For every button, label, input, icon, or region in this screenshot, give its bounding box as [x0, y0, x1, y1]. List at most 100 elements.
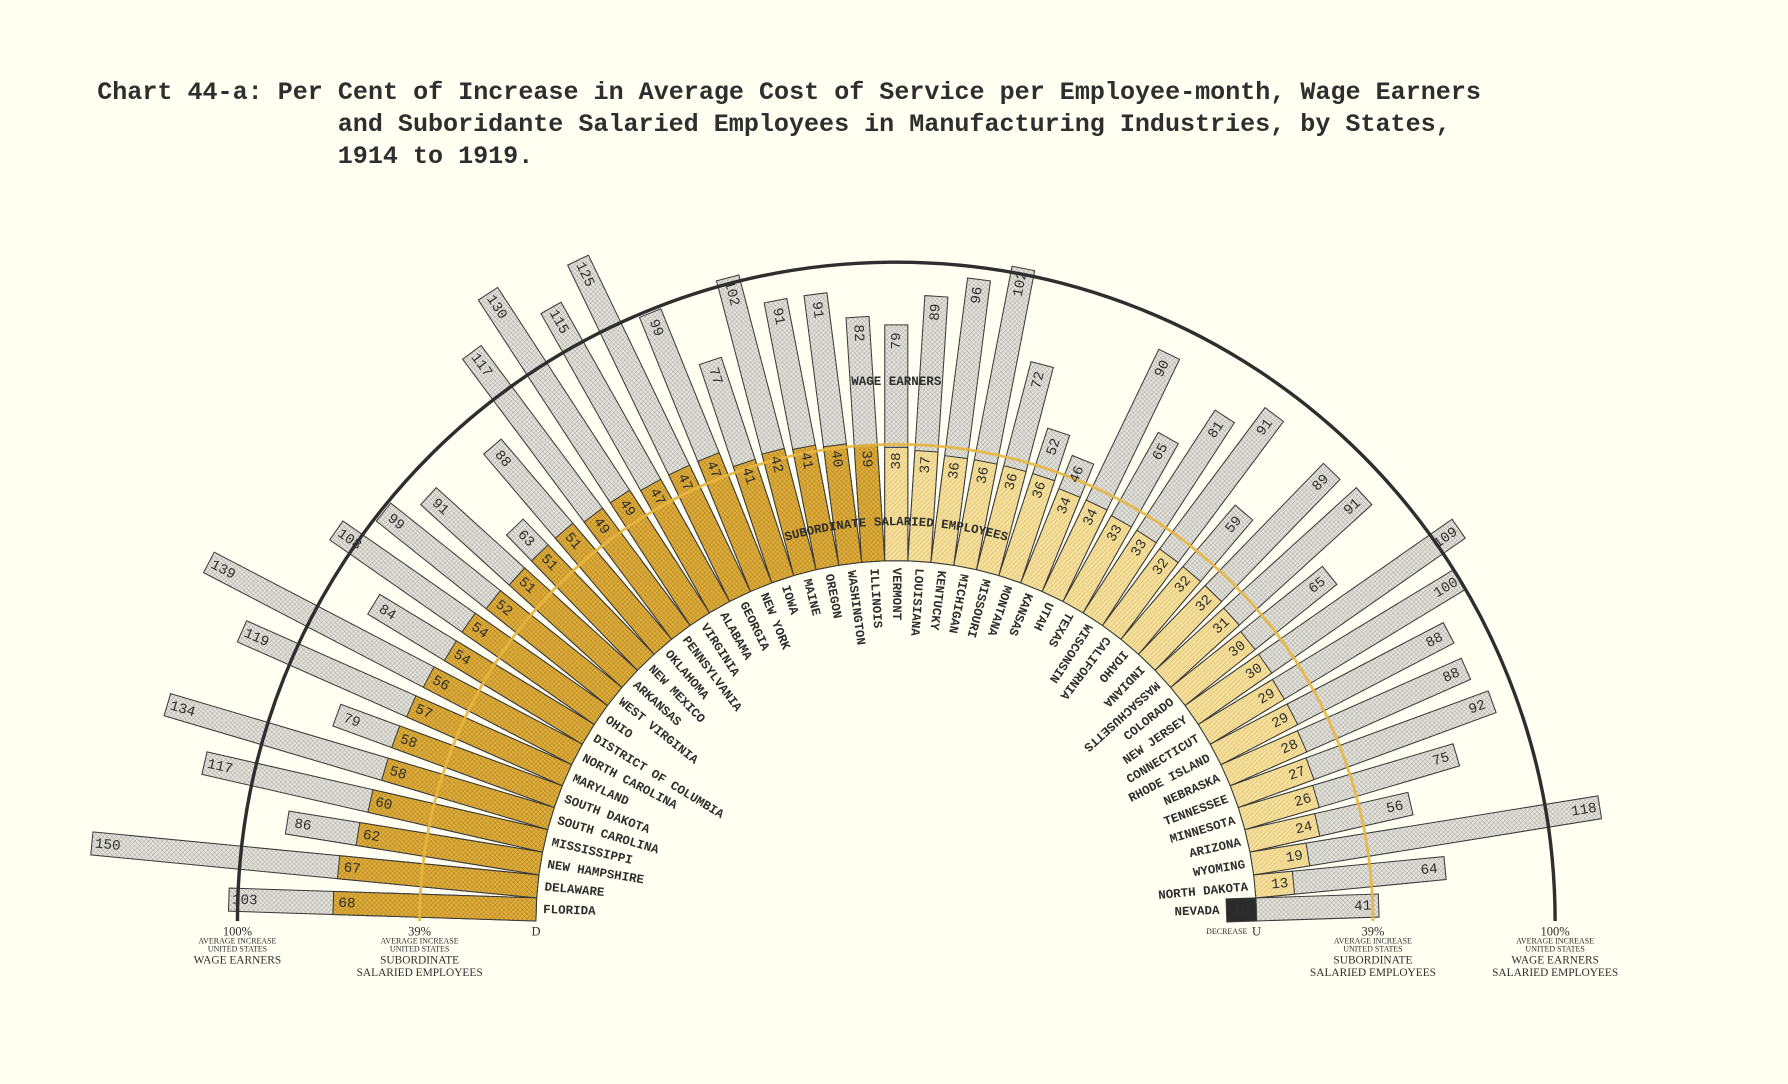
- salaried-bar: [792, 444, 840, 571]
- salaried-value-label: 58: [387, 764, 408, 784]
- salaried-bar: [1020, 488, 1081, 593]
- wage-value-label: 77: [704, 366, 725, 387]
- wage-value-label: 46: [1067, 464, 1088, 486]
- salaried-value-label: 33: [1128, 537, 1151, 560]
- salaried-bar: [732, 458, 795, 584]
- wage-value-label: 52: [1044, 437, 1065, 458]
- state-label: ILLINOIS: [866, 568, 884, 629]
- salaried-value-label: 41: [737, 466, 758, 487]
- wage-value-label: 82: [849, 324, 866, 342]
- wage-value-label: 150: [94, 836, 121, 854]
- salaried-bar: [1229, 757, 1315, 809]
- wage-value-label: 96: [969, 286, 987, 305]
- salaried-bar: [1220, 730, 1308, 787]
- wage-value-label: 117: [206, 757, 235, 778]
- salaried-value-label: 10: [1233, 902, 1251, 919]
- salaried-bar: [355, 821, 544, 876]
- reference-label: 100%: [1541, 924, 1570, 938]
- reference-label: 39%: [408, 924, 431, 938]
- salaried-bar: [930, 455, 969, 566]
- salaried-bar: [1137, 584, 1223, 672]
- wage-value-label: 72: [1029, 370, 1049, 391]
- salaried-value-label: 67: [343, 860, 362, 878]
- chart-title: Chart 44-a: Per Cent of Increase in Aver…: [97, 78, 1481, 107]
- salaried-value-label: 60: [373, 795, 393, 814]
- series-label: WAGE EARNERS: [851, 375, 942, 389]
- salaried-bar: [884, 446, 909, 562]
- reference-label: 100%: [223, 924, 252, 938]
- reference-note: WAGE EARNERS: [1511, 955, 1599, 967]
- reference-label: 39%: [1361, 924, 1384, 938]
- wage-value-label: 81: [1205, 419, 1228, 442]
- reference-note: UNITED STATES: [390, 944, 449, 953]
- state-label: NEVADA: [1174, 904, 1220, 919]
- wage-value-label: 75: [1431, 750, 1452, 770]
- salaried-value-label: 40: [827, 449, 845, 468]
- wage-value-label: 41: [1354, 899, 1372, 916]
- salaried-bar: [461, 612, 609, 726]
- salaried-bar: [530, 544, 655, 672]
- salaried-bar: [1082, 529, 1157, 627]
- reference-note: SUBORDINATE: [1333, 955, 1412, 967]
- salaried-bar: [907, 449, 939, 563]
- salaried-bar: [822, 443, 863, 566]
- wage-value-label: 88: [1441, 665, 1463, 687]
- salaried-bar: [485, 589, 623, 707]
- salaried-value-label: 47: [673, 472, 695, 494]
- salaried-bar: [422, 666, 583, 766]
- salaried-bar: [953, 459, 998, 571]
- inner-end-label: D: [532, 924, 541, 938]
- salaried-value-label: 29: [1256, 686, 1279, 709]
- state-label: LOUISIANA: [907, 568, 925, 637]
- wage-value-label: 79: [889, 332, 905, 349]
- wage-value-label: 102: [1011, 270, 1032, 298]
- salaried-value-label: 37: [918, 456, 935, 474]
- wage-value-label: 79: [341, 711, 363, 732]
- wage-value-label: 99: [645, 317, 666, 339]
- reference-note: AVERAGE INCREASE: [1516, 936, 1594, 945]
- salaried-value-label: 36: [1030, 480, 1051, 501]
- salaried-value-label: 57: [412, 702, 434, 724]
- salaried-bar: [367, 789, 549, 853]
- chart-title: 1914 to 1919.: [338, 142, 534, 171]
- state-label: DELAWARE: [544, 880, 605, 900]
- salaried-value-label: 36: [1002, 472, 1022, 493]
- salaried-bar: [639, 478, 731, 614]
- reference-note: SALARIED EMPLOYEES: [1310, 967, 1436, 979]
- reference-note: SALARIED EMPLOYEES: [1492, 967, 1618, 979]
- state-label: FLORIDA: [543, 903, 596, 919]
- reference-note: AVERAGE INCREASE: [381, 936, 459, 945]
- salaried-value-label: 34: [1080, 506, 1102, 528]
- salaried-value-label: 49: [615, 497, 638, 520]
- wage-value-label: 89: [928, 303, 945, 321]
- salaried-bar: [1184, 653, 1273, 726]
- reference-note: WAGE EARNERS: [194, 955, 282, 967]
- salaried-value-label: 39: [857, 450, 874, 468]
- salaried-bar: [1169, 630, 1256, 707]
- salaried-bar: [332, 890, 538, 922]
- salaried-value-label: 13: [1271, 876, 1290, 894]
- reference-note: SUBORDINATE: [380, 955, 459, 967]
- reference-note: UNITED STATES: [1343, 944, 1402, 953]
- salaried-value-label: 47: [646, 486, 668, 509]
- inner-end-label: U: [1252, 924, 1261, 938]
- salaried-value-label: 27: [1287, 764, 1309, 785]
- salaried-value-label: 41: [796, 451, 815, 471]
- reference-note: AVERAGE INCREASE: [1334, 936, 1412, 945]
- salaried-value-label: 42: [766, 454, 786, 475]
- salaried-bar: [697, 452, 773, 593]
- wage-value-label: 102: [720, 279, 742, 308]
- salaried-value-label: 28: [1279, 737, 1301, 759]
- wage-value-label: 92: [1467, 697, 1489, 718]
- reference-arc: [235, 260, 1557, 922]
- decrease-note: DECREASE: [1206, 927, 1247, 936]
- salaried-value-label: 34: [1055, 495, 1076, 517]
- salaried-bar: [1197, 678, 1286, 745]
- salaried-bar: [1209, 703, 1299, 766]
- salaried-value-label: 47: [702, 459, 723, 481]
- salaried-value-label: 36: [946, 461, 964, 480]
- wage-value-label: 103: [232, 892, 258, 909]
- wage-value-label: 91: [808, 301, 826, 320]
- salaried-bar: [1154, 607, 1240, 689]
